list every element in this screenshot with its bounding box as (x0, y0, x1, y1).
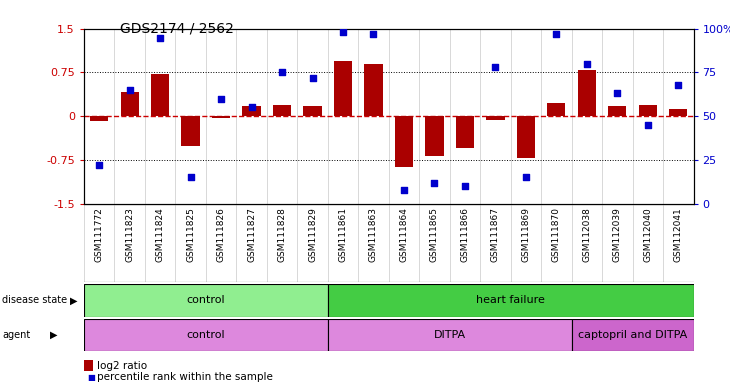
Text: GSM111826: GSM111826 (217, 207, 226, 262)
Point (93, 162, 105, 168)
Text: GSM111824: GSM111824 (155, 207, 165, 262)
Point (581, 61, 593, 67)
Point (550, 31, 562, 37)
Text: ▶: ▶ (70, 295, 77, 306)
Point (672, 82, 684, 88)
Text: control: control (187, 330, 225, 340)
Bar (151, 74, 169, 116)
Text: GSM111823: GSM111823 (125, 207, 134, 262)
Bar (395, 116, 413, 167)
Bar (84, 284, 328, 317)
Text: GSM112038: GSM112038 (583, 207, 591, 262)
Text: ▶: ▶ (50, 330, 58, 340)
Point (368, 31, 380, 37)
Bar (517, 116, 535, 158)
Text: heart failure: heart failure (476, 295, 545, 306)
Bar (90, 116, 108, 121)
Text: ■: ■ (88, 372, 96, 382)
Text: GSM112039: GSM112039 (612, 207, 622, 262)
Text: GSM111866: GSM111866 (461, 207, 469, 262)
Bar (328, 284, 693, 317)
Text: control: control (187, 295, 225, 306)
Text: GSM111867: GSM111867 (491, 207, 500, 262)
Bar (486, 116, 504, 120)
Text: GDS2174 / 2562: GDS2174 / 2562 (120, 21, 234, 35)
Text: GSM111870: GSM111870 (552, 207, 561, 262)
Text: GSM111861: GSM111861 (339, 207, 347, 262)
Text: GSM111829: GSM111829 (308, 207, 317, 262)
Bar (304, 106, 322, 116)
Bar (120, 92, 139, 116)
Point (429, 179, 440, 185)
Bar (669, 109, 688, 116)
Text: GSM112041: GSM112041 (674, 207, 683, 262)
Bar (328, 319, 572, 351)
Bar (364, 64, 383, 116)
Bar (572, 319, 694, 351)
Text: agent: agent (2, 330, 31, 340)
Point (642, 122, 653, 128)
Point (612, 90, 623, 96)
Bar (456, 116, 474, 148)
Text: disease state: disease state (2, 295, 67, 306)
Point (215, 96, 227, 102)
Point (154, 35, 166, 41)
Text: GSM111865: GSM111865 (430, 207, 439, 262)
Bar (84, 319, 328, 351)
Text: GSM112040: GSM112040 (643, 207, 653, 262)
Text: GSM111863: GSM111863 (369, 207, 378, 262)
Point (185, 174, 196, 180)
Point (520, 174, 531, 180)
Bar (608, 106, 626, 116)
Text: captopril and DITPA: captopril and DITPA (578, 330, 687, 340)
Point (459, 183, 471, 189)
Point (307, 74, 318, 81)
Point (124, 87, 136, 93)
Point (490, 64, 502, 70)
Text: GSM111869: GSM111869 (521, 207, 531, 262)
Text: GSM111828: GSM111828 (277, 207, 287, 262)
Bar (639, 104, 657, 116)
Text: DITPA: DITPA (434, 330, 466, 340)
Bar (273, 104, 291, 116)
Point (276, 70, 288, 76)
Text: GSM111772: GSM111772 (95, 207, 104, 262)
Point (246, 104, 258, 111)
Bar (212, 116, 230, 119)
Text: GSM111864: GSM111864 (399, 207, 409, 262)
Text: log2 ratio: log2 ratio (97, 361, 147, 371)
Point (337, 29, 349, 35)
Point (398, 187, 410, 193)
Text: percentile rank within the sample: percentile rank within the sample (97, 372, 273, 382)
Bar (548, 103, 566, 116)
Text: GSM111825: GSM111825 (186, 207, 195, 262)
Bar (577, 70, 596, 116)
Bar (242, 106, 261, 116)
Bar (426, 116, 444, 156)
Text: GSM111827: GSM111827 (247, 207, 256, 262)
Bar (182, 116, 200, 146)
Bar (334, 61, 352, 116)
